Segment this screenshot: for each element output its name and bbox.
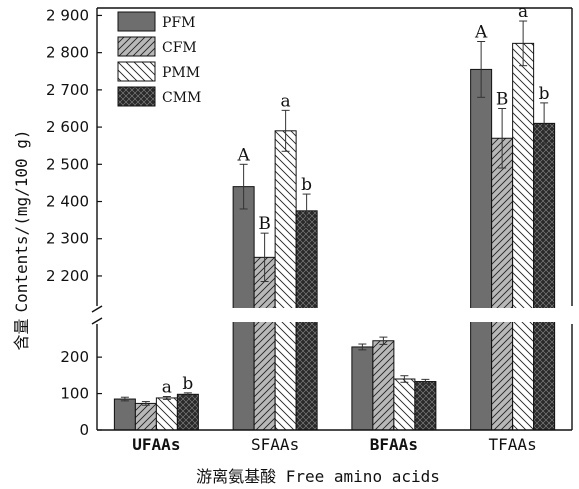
- x-category-label: UFAAs: [132, 435, 180, 454]
- legend-swatch: [117, 61, 156, 82]
- bar-cfm-tfaas: [491, 137, 514, 431]
- legend-swatch: [117, 11, 156, 32]
- significance-label: A: [236, 145, 250, 165]
- bar-pfm-tfaas: [470, 68, 493, 431]
- error-bar-pfm-sfaas: [239, 163, 248, 210]
- bar-pmm-bfaas: [393, 378, 416, 431]
- y-tick-label: 200: [60, 348, 89, 366]
- legend-swatch: [117, 36, 156, 57]
- legend-item-cfm: CFM: [117, 36, 197, 57]
- bar-pmm-ufaas: [155, 397, 178, 431]
- y-axis-title-cn: 含量: [12, 319, 31, 351]
- error-bar-cmm-tfaas: [540, 102, 549, 145]
- bar-cfm-ufaas: [134, 402, 157, 431]
- legend-label: PFM: [162, 15, 195, 31]
- y-tick-label: 2 400: [46, 193, 89, 211]
- error-bar-pfm-bfaas: [358, 343, 367, 351]
- legend-swatch: [117, 86, 156, 107]
- legend: PFM CFM PMM CMM: [117, 11, 201, 107]
- significance-label: b: [182, 374, 193, 394]
- significance-label: b: [301, 175, 312, 195]
- legend-item-pfm: PFM: [117, 11, 195, 32]
- bar-pfm-bfaas: [351, 346, 374, 431]
- y-axis-title: 含量 Contents/(mg/100 g): [12, 129, 31, 350]
- significance-label: a: [281, 91, 291, 111]
- axis-break-mark: [91, 305, 103, 325]
- legend-label: PMM: [162, 65, 200, 81]
- y-tick-label: 0: [79, 421, 89, 439]
- significance-label: B: [496, 89, 509, 109]
- legend-item-pmm: PMM: [117, 61, 200, 82]
- x-axis-title: 游离氨基酸 Free amino acids: [196, 467, 440, 486]
- bar-pfm-ufaas: [113, 398, 136, 431]
- y-tick-label: 2 600: [46, 118, 89, 136]
- error-bar-pmm-tfaas: [519, 20, 528, 67]
- error-bar-pmm-ufaas: [162, 395, 171, 400]
- error-bar-pmm-bfaas: [400, 375, 409, 383]
- error-bar-pmm-sfaas: [281, 109, 290, 152]
- error-bar-cmm-ufaas: [183, 392, 192, 397]
- y-tick-label: 2 200: [46, 267, 89, 285]
- significance-label: B: [258, 214, 271, 234]
- bar-cmm-bfaas: [414, 381, 437, 431]
- error-bar-pfm-ufaas: [120, 396, 129, 402]
- error-bar-cfm-bfaas: [379, 336, 388, 345]
- error-bar-cfm-tfaas: [498, 107, 507, 169]
- legend-label: CMM: [162, 90, 201, 106]
- y-tick-label: 100: [60, 385, 89, 403]
- x-category-label: SFAAs: [251, 435, 299, 454]
- error-bar-cfm-sfaas: [260, 232, 269, 283]
- bar-cmm-ufaas: [176, 393, 199, 431]
- x-category-label: TFAAs: [489, 435, 537, 454]
- bar-pmm-tfaas: [512, 42, 535, 431]
- x-category-label: BFAAs: [370, 435, 418, 454]
- bar-cfm-sfaas: [253, 256, 276, 431]
- y-tick-label: 2 300: [46, 230, 89, 248]
- y-tick-label: 2 800: [46, 44, 89, 62]
- axis-break-band: [98, 308, 572, 322]
- y-tick-label: 2 700: [46, 81, 89, 99]
- error-bar-pfm-tfaas: [477, 40, 486, 98]
- significance-label: a: [518, 2, 528, 22]
- legend-label: CFM: [162, 40, 197, 56]
- error-bar-cfm-ufaas: [141, 401, 150, 406]
- error-bar-cmm-sfaas: [302, 193, 311, 229]
- error-bar-cmm-bfaas: [421, 378, 430, 385]
- significance-label: b: [539, 84, 550, 104]
- y-axis-title-en: Contents/(mg/100 g): [12, 129, 31, 312]
- bar-cmm-tfaas: [533, 122, 556, 431]
- significance-label: a: [162, 377, 172, 397]
- y-tick-label: 2 900: [46, 6, 89, 24]
- legend-item-cmm: CMM: [117, 86, 201, 107]
- y-tick-label: 2 500: [46, 155, 89, 173]
- significance-label: A: [474, 22, 488, 42]
- bar-pmm-sfaas: [274, 130, 297, 431]
- bar-cfm-bfaas: [372, 340, 395, 431]
